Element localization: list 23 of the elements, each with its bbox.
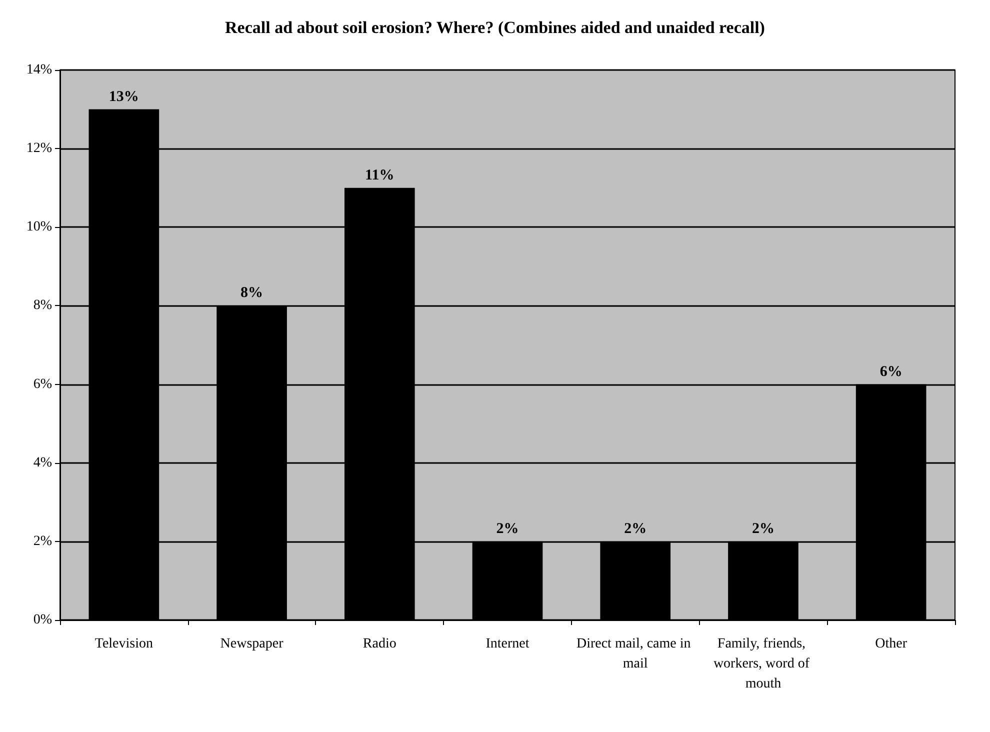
data-label: 13%	[108, 88, 139, 105]
y-tick-label: 0%	[33, 612, 52, 628]
y-tick-label: 2%	[33, 534, 52, 549]
y-tick-label: 4%	[33, 455, 52, 470]
x-tick-label: Radio	[362, 636, 396, 652]
data-label: 11%	[365, 167, 394, 184]
x-tick-label: Internet	[486, 636, 530, 652]
data-label: 8%	[240, 285, 264, 302]
x-tick-label: Newspaper	[220, 636, 284, 652]
chart-title: Recall ad about soil erosion? Where? (Combines aided and unaided recall)	[225, 18, 765, 37]
data-label: 2%	[624, 520, 647, 537]
y-tick-label: 8%	[33, 298, 52, 314]
data-label: 2%	[496, 520, 519, 537]
x-tick-label: Direct mail, came in mail	[576, 636, 694, 672]
x-tick-label: Family, friends, workers, word of mouth	[713, 636, 813, 692]
y-tick-label: 6%	[33, 376, 52, 392]
data-label: 6%	[880, 364, 902, 380]
x-tick-label: Other	[875, 636, 908, 652]
x-tick-label: Television	[94, 636, 153, 652]
data-label: 2%	[752, 520, 774, 537]
y-tick-label: 10%	[26, 220, 52, 235]
y-tick-label: 12%	[26, 141, 52, 156]
y-tick-label: 14%	[26, 62, 52, 78]
